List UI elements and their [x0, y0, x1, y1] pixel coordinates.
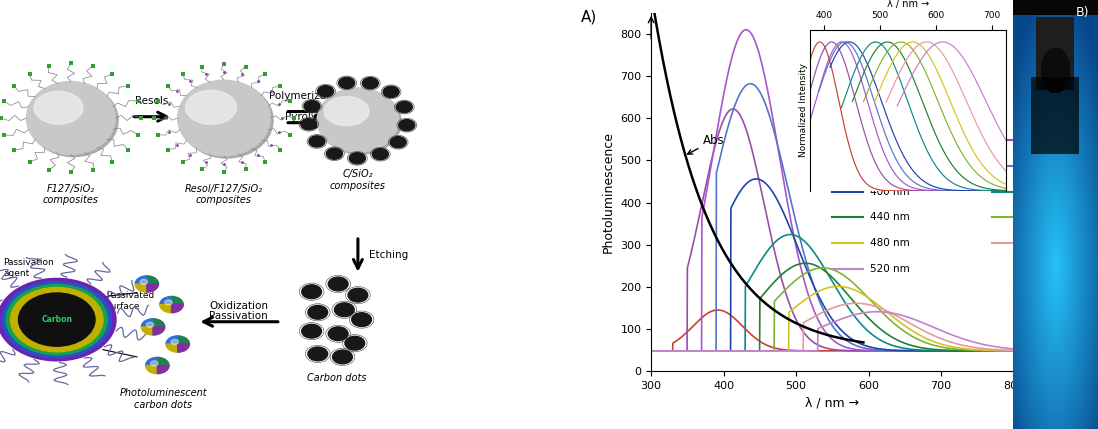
Circle shape: [349, 153, 366, 164]
Circle shape: [399, 120, 415, 131]
Wedge shape: [135, 276, 147, 284]
Wedge shape: [171, 305, 183, 313]
Wedge shape: [142, 319, 153, 327]
Circle shape: [328, 327, 348, 341]
Text: F127/SiO₂
composites: F127/SiO₂ composites: [43, 184, 99, 205]
Circle shape: [302, 285, 322, 299]
Text: C/SiO₂
composites: C/SiO₂ composites: [329, 169, 385, 191]
Circle shape: [345, 336, 365, 350]
Text: Passivation: Passivation: [210, 311, 268, 321]
Circle shape: [348, 288, 368, 302]
Wedge shape: [157, 366, 169, 374]
Circle shape: [333, 350, 352, 364]
Wedge shape: [146, 366, 157, 374]
Circle shape: [146, 322, 154, 327]
Ellipse shape: [324, 97, 369, 126]
Wedge shape: [157, 357, 169, 366]
Text: 380 nm: 380 nm: [1030, 161, 1069, 171]
Circle shape: [362, 78, 379, 89]
Circle shape: [317, 86, 334, 97]
Text: Carbon: Carbon: [42, 315, 72, 324]
Wedge shape: [147, 276, 158, 284]
Wedge shape: [178, 344, 190, 352]
Text: Photoluminescent
carbon dots: Photoluminescent carbon dots: [120, 388, 208, 410]
Circle shape: [19, 293, 96, 346]
Ellipse shape: [320, 90, 401, 154]
Circle shape: [302, 324, 322, 338]
Y-axis label: Photoluminescence: Photoluminescence: [602, 131, 615, 253]
Circle shape: [351, 313, 371, 326]
Ellipse shape: [34, 91, 83, 124]
Circle shape: [372, 148, 389, 160]
Wedge shape: [166, 336, 178, 344]
Circle shape: [304, 100, 320, 112]
Circle shape: [2, 281, 112, 358]
Text: Passivated
surface: Passivated surface: [107, 291, 155, 311]
Wedge shape: [160, 296, 171, 305]
Circle shape: [171, 339, 178, 344]
Text: 460 nm: 460 nm: [1030, 212, 1069, 222]
Circle shape: [307, 347, 327, 361]
X-axis label: λ / nm →: λ / nm →: [805, 396, 860, 409]
Text: 500 nm: 500 nm: [1030, 238, 1069, 248]
Text: A): A): [581, 9, 596, 24]
Text: 320 nm: 320 nm: [871, 135, 910, 145]
Circle shape: [383, 86, 399, 97]
Text: Resol/F127/SiO₂
composites: Resol/F127/SiO₂ composites: [184, 184, 264, 205]
Circle shape: [0, 278, 116, 361]
Ellipse shape: [26, 82, 115, 154]
Text: Etching: Etching: [369, 250, 408, 260]
Circle shape: [338, 77, 355, 88]
Text: 520 nm: 520 nm: [871, 264, 910, 274]
Circle shape: [141, 279, 147, 284]
Wedge shape: [146, 357, 157, 366]
Text: Pyrolysis: Pyrolysis: [284, 112, 330, 122]
Text: 360 nm: 360 nm: [871, 161, 910, 171]
Wedge shape: [147, 284, 158, 292]
Wedge shape: [171, 296, 183, 305]
Text: 420 nm: 420 nm: [1030, 187, 1069, 196]
Text: B): B): [1076, 6, 1089, 19]
Ellipse shape: [317, 88, 399, 152]
Circle shape: [309, 136, 325, 147]
Circle shape: [11, 287, 103, 352]
Wedge shape: [166, 344, 178, 352]
Ellipse shape: [178, 80, 270, 156]
Text: Carbon dots: Carbon dots: [307, 373, 367, 383]
Circle shape: [326, 148, 343, 159]
Text: Passivation
agent: Passivation agent: [3, 258, 54, 278]
Y-axis label: Normalized Intensity: Normalized Intensity: [798, 63, 807, 157]
Circle shape: [165, 300, 172, 305]
Circle shape: [335, 303, 355, 317]
Text: Resols: Resols: [135, 96, 169, 106]
Text: Polymerization: Polymerization: [269, 91, 346, 101]
Text: 440 nm: 440 nm: [871, 212, 910, 222]
Circle shape: [150, 361, 158, 366]
Circle shape: [396, 101, 413, 112]
Ellipse shape: [186, 91, 236, 124]
Wedge shape: [142, 327, 153, 335]
Text: 480 nm: 480 nm: [871, 238, 910, 248]
Circle shape: [328, 277, 348, 291]
Wedge shape: [160, 305, 171, 313]
Text: 400 nm: 400 nm: [871, 187, 910, 196]
Wedge shape: [153, 327, 165, 335]
Wedge shape: [153, 319, 165, 327]
Text: Oxidization: Oxidization: [210, 302, 268, 311]
Wedge shape: [135, 284, 147, 292]
X-axis label: λ / nm →: λ / nm →: [887, 0, 929, 9]
Circle shape: [301, 119, 317, 130]
Circle shape: [7, 284, 108, 355]
Circle shape: [307, 305, 327, 319]
Text: 340 nm: 340 nm: [1030, 135, 1069, 145]
Text: Abs: Abs: [687, 133, 725, 154]
Wedge shape: [178, 336, 190, 344]
Ellipse shape: [30, 84, 119, 157]
Ellipse shape: [180, 82, 273, 158]
Circle shape: [390, 136, 406, 148]
